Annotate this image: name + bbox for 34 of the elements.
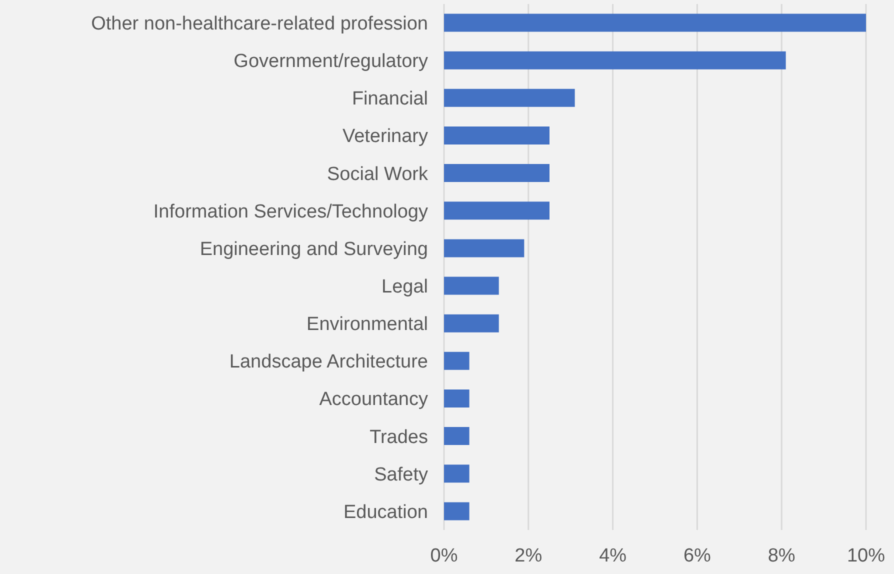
y-tick-label: Other non-healthcare-related profession — [91, 14, 428, 35]
y-tick-label: Social Work — [326, 164, 428, 185]
bar — [444, 88, 575, 107]
x-tick-label: 2% — [514, 545, 542, 566]
y-tick-label: Government/regulatory — [234, 51, 428, 72]
y-tick-label: Legal — [382, 276, 428, 298]
x-tick-label: 0% — [430, 545, 458, 566]
x-tick-label: 8% — [768, 545, 796, 566]
y-tick-label: Safety — [374, 464, 428, 486]
y-tick-label: Engineering and Surveying — [200, 238, 428, 260]
bar — [444, 427, 470, 446]
y-tick-label: Trades — [370, 426, 428, 448]
bar — [444, 51, 786, 70]
bar — [444, 389, 470, 408]
y-tick-label: Accountancy — [319, 389, 428, 410]
bar — [444, 352, 470, 370]
y-tick-label: Education — [343, 502, 428, 523]
bar — [444, 464, 470, 483]
bar — [444, 276, 499, 295]
x-tick-label: 6% — [683, 545, 712, 566]
bar — [444, 314, 499, 332]
bar — [444, 239, 524, 258]
y-tick-label: Environmental — [306, 314, 428, 336]
y-tick-label: Landscape Architecture — [229, 352, 428, 373]
bar — [444, 202, 550, 220]
y-tick-label: Information Services/Technology — [153, 201, 428, 222]
x-tick-label: 4% — [599, 545, 627, 566]
bar — [444, 502, 470, 520]
y-tick-label: Veterinary — [342, 126, 428, 148]
bar — [444, 164, 550, 182]
y-tick-label: Financial — [352, 88, 428, 110]
bar — [444, 126, 550, 144]
x-tick-label: 10% — [846, 545, 886, 566]
bar — [444, 14, 866, 32]
